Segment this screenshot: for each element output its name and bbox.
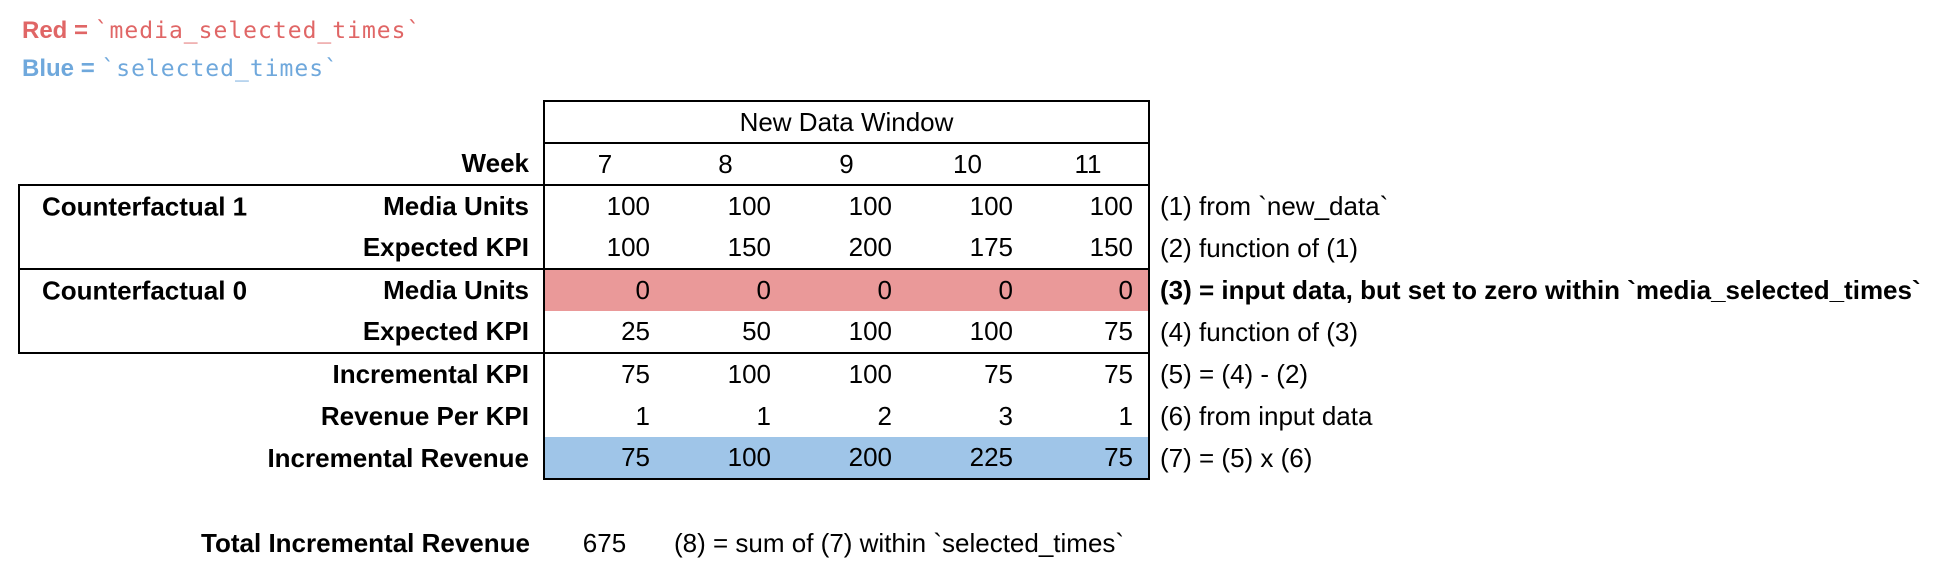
value-cell-red: 0: [786, 269, 907, 311]
legend-red-eq: =: [74, 17, 89, 44]
row-label: Incremental KPI: [332, 359, 529, 389]
week-number: 11: [1028, 143, 1150, 186]
value-cell: 100: [1028, 185, 1150, 227]
new-data-window-header: New Data Window: [543, 100, 1150, 144]
row-label-cell: Expected KPI: [18, 227, 544, 270]
week-number: 7: [543, 143, 665, 186]
row-label-cell: Revenue Per KPI: [19, 395, 544, 437]
row-label: Revenue Per KPI: [320, 400, 529, 431]
legend-blue-name: Blue: [22, 55, 75, 82]
value-cell-blue: 100: [665, 437, 786, 480]
value-cell-red: 0: [543, 269, 665, 311]
table-row: Week 7 8 9 10 11: [19, 143, 1949, 186]
value-cell: 25: [543, 311, 665, 354]
value-cell: 100: [848, 359, 892, 389]
value-cell: 100: [543, 185, 665, 227]
value-cell: 100: [727, 191, 771, 221]
value-cell: 1: [543, 395, 665, 437]
value-cell-blue: 75: [543, 437, 665, 480]
value-cell: 75: [543, 353, 665, 395]
table-row: Counterfactual 0 Media Units 0 0 0 0 0 (3…: [18, 269, 1949, 311]
value-cell: 100: [543, 227, 665, 270]
value-cell-blue: 200: [786, 437, 907, 480]
week-number: 10: [907, 143, 1028, 186]
spacer-row: [19, 479, 1949, 522]
value-cell-blue: 75: [1028, 437, 1150, 480]
row-note: (4) function of (3): [1160, 316, 1358, 347]
value-cell: 75: [1028, 353, 1150, 395]
table-row: Revenue Per KPI 1 1 2 3 1 (6) from input…: [19, 395, 1949, 437]
table-row: New Data Window: [19, 100, 1949, 144]
legend-red-line: Red = `media_selected_times`: [22, 12, 421, 50]
value-cell: 175: [907, 227, 1028, 270]
row-label-cell: Incremental KPI: [19, 353, 544, 395]
group-label: Counterfactual 0: [42, 275, 248, 305]
group-label: Counterfactual 1: [42, 191, 248, 221]
week-number: 8: [665, 143, 786, 186]
total-value: 675: [582, 527, 627, 558]
value-cell: 1: [756, 400, 771, 431]
total-label: Total Incremental Revenue: [201, 527, 530, 558]
value-cell: 50: [665, 311, 786, 354]
value-cell: 1: [1028, 395, 1150, 437]
row-label: Media Units: [383, 191, 529, 221]
color-legend: Red = `media_selected_times` Blue = `sel…: [22, 12, 421, 88]
value-cell: 75: [1028, 311, 1150, 354]
value-cell-red: 0: [665, 269, 786, 311]
week-label: Week: [19, 143, 544, 186]
value-cell: 100: [727, 359, 771, 389]
total-note: (8) = sum of (7) within `selected_times`: [674, 527, 1125, 558]
value-cell: 100: [969, 191, 1013, 221]
value-cell-red: 0: [1028, 269, 1150, 311]
total-row: Total Incremental Revenue 675 (8) = sum …: [19, 522, 1949, 564]
row-label: Incremental Revenue: [267, 442, 529, 473]
row-note: (5) = (4) - (2): [1160, 358, 1309, 389]
table-row: Counterfactual 1 Media Units 100 100 100 …: [18, 185, 1949, 227]
row-label-cell: Counterfactual 0 Media Units: [18, 269, 544, 311]
value-cell: 2: [877, 400, 892, 431]
table-row: Incremental Revenue 75 100 200 225 75 (7…: [19, 437, 1949, 480]
row-label: Media Units: [383, 275, 529, 305]
row-note: (2) function of (1): [1160, 232, 1358, 263]
row-label-cell: Incremental Revenue: [19, 437, 544, 479]
row-note: (7) = (5) x (6): [1160, 442, 1313, 473]
row-label: Expected KPI: [362, 316, 529, 346]
value-cell-red: 0: [907, 269, 1028, 311]
legend-red-code: `media_selected_times`: [94, 18, 422, 44]
legend-blue-line: Blue = `selected_times`: [22, 50, 421, 88]
table-row: Incremental KPI 75 100 100 75 75 (5) = (…: [19, 353, 1949, 395]
value-cell-blue: 225: [907, 437, 1028, 480]
row-label: Expected KPI: [362, 232, 529, 262]
value-cell: 100: [848, 191, 892, 221]
value-cell: 75: [984, 359, 1013, 389]
value-cell: 150: [665, 227, 786, 270]
table-row: Expected KPI 100 150 200 175 150 (2) fun…: [18, 227, 1949, 270]
row-note: (6) from input data: [1160, 400, 1373, 431]
value-cell: 150: [1028, 227, 1150, 270]
counterfactual-table: New Data Window Week 7 8 9 10 11 Counter…: [18, 100, 1949, 564]
value-cell: 200: [786, 227, 907, 270]
legend-red-name: Red: [22, 17, 68, 44]
row-note: (1) from `new_data`: [1160, 190, 1389, 221]
row-note: (3) = input data, but set to zero within…: [1160, 274, 1921, 305]
value-cell: 3: [998, 400, 1013, 431]
value-cell: 100: [907, 311, 1028, 354]
legend-blue-code: `selected_times`: [101, 56, 339, 82]
row-label-cell: Counterfactual 1 Media Units: [18, 185, 544, 227]
week-number: 9: [786, 143, 907, 186]
legend-blue-eq: =: [80, 55, 95, 82]
table-row: Expected KPI 25 50 100 100 75 (4) functi…: [18, 311, 1949, 354]
row-label-cell: Expected KPI: [18, 311, 544, 354]
value-cell: 100: [786, 311, 907, 354]
